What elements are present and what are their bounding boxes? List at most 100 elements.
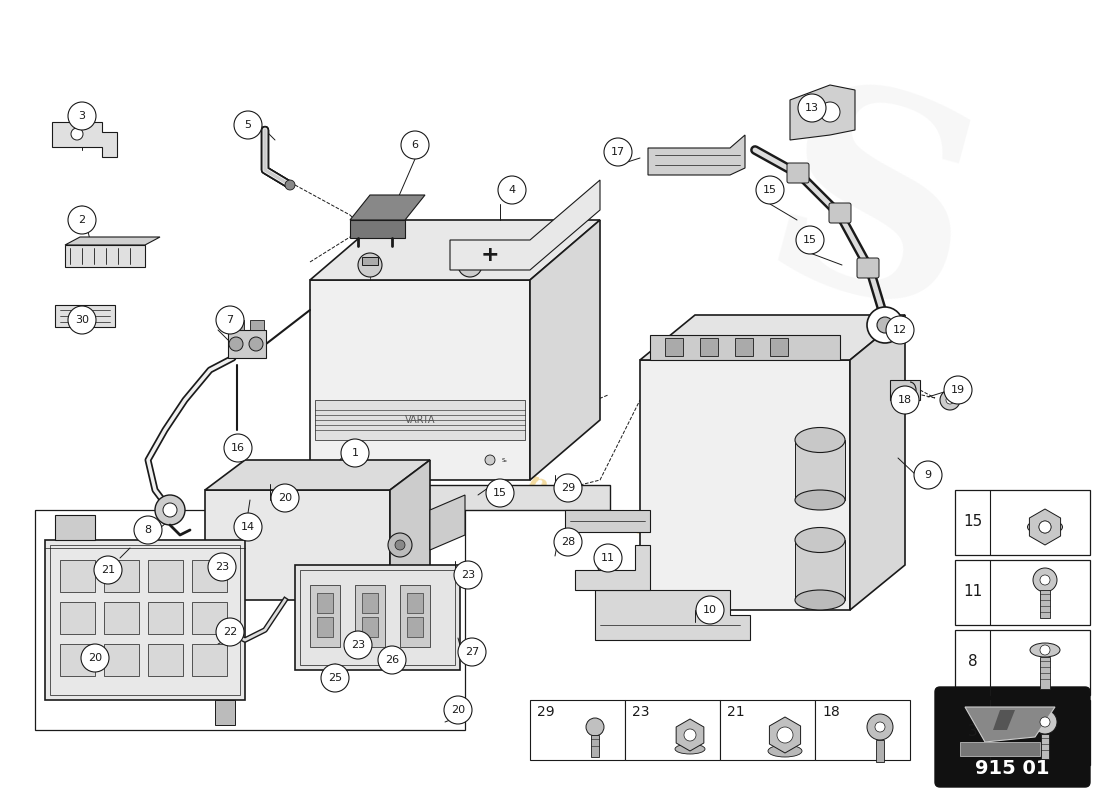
Polygon shape xyxy=(790,85,855,140)
Circle shape xyxy=(604,138,632,166)
Text: 7: 7 xyxy=(227,315,233,325)
Bar xyxy=(104,602,139,634)
Circle shape xyxy=(249,337,263,351)
Bar xyxy=(400,585,430,647)
Bar xyxy=(192,644,227,676)
Text: 18: 18 xyxy=(898,395,912,405)
Circle shape xyxy=(94,556,122,584)
Bar xyxy=(315,400,525,440)
Polygon shape xyxy=(640,315,905,360)
Text: 3: 3 xyxy=(968,725,978,739)
Polygon shape xyxy=(595,590,750,640)
Ellipse shape xyxy=(675,744,705,754)
Bar xyxy=(720,700,815,760)
Bar xyxy=(362,257,378,265)
Text: 27: 27 xyxy=(465,647,480,657)
Ellipse shape xyxy=(1027,519,1063,534)
Polygon shape xyxy=(205,460,430,490)
Text: 18: 18 xyxy=(822,705,840,719)
Circle shape xyxy=(485,455,495,465)
Circle shape xyxy=(224,434,252,462)
Text: 20: 20 xyxy=(451,705,465,715)
Circle shape xyxy=(886,316,914,344)
Circle shape xyxy=(271,484,299,512)
Polygon shape xyxy=(65,237,160,245)
Circle shape xyxy=(378,646,406,674)
Circle shape xyxy=(72,128,82,140)
Text: 30: 30 xyxy=(75,315,89,325)
Circle shape xyxy=(696,596,724,624)
Bar xyxy=(770,338,788,356)
Bar xyxy=(565,510,650,532)
Circle shape xyxy=(395,540,405,550)
Circle shape xyxy=(454,561,482,589)
Text: 5: 5 xyxy=(244,120,252,130)
Text: 2: 2 xyxy=(78,215,86,225)
Text: 22: 22 xyxy=(223,627,238,637)
Text: 23: 23 xyxy=(461,570,475,580)
Circle shape xyxy=(344,631,372,659)
FancyBboxPatch shape xyxy=(786,163,808,183)
Circle shape xyxy=(874,722,886,732)
Text: 15: 15 xyxy=(964,514,982,530)
Polygon shape xyxy=(795,440,845,500)
Circle shape xyxy=(388,533,412,557)
Bar xyxy=(148,602,183,634)
Circle shape xyxy=(321,664,349,692)
Polygon shape xyxy=(390,460,430,600)
Bar xyxy=(955,560,1090,625)
Polygon shape xyxy=(228,330,266,358)
Circle shape xyxy=(554,474,582,502)
Polygon shape xyxy=(640,360,850,610)
Circle shape xyxy=(134,516,162,544)
Text: S: S xyxy=(738,64,1002,376)
Polygon shape xyxy=(430,495,465,550)
Text: 25: 25 xyxy=(328,673,342,683)
Polygon shape xyxy=(676,719,704,751)
Bar xyxy=(462,257,478,265)
Bar xyxy=(148,644,183,676)
Text: 19: 19 xyxy=(950,385,965,395)
Bar xyxy=(407,593,424,613)
Polygon shape xyxy=(650,335,840,360)
FancyBboxPatch shape xyxy=(935,687,1090,787)
Circle shape xyxy=(867,714,893,740)
Text: 21: 21 xyxy=(101,565,116,575)
Circle shape xyxy=(1033,710,1057,734)
Circle shape xyxy=(341,439,368,467)
Circle shape xyxy=(498,176,526,204)
Polygon shape xyxy=(310,280,530,480)
Circle shape xyxy=(944,376,972,404)
Circle shape xyxy=(458,253,482,277)
Circle shape xyxy=(68,206,96,234)
Circle shape xyxy=(594,544,621,572)
Circle shape xyxy=(756,176,784,204)
Polygon shape xyxy=(52,122,117,157)
Ellipse shape xyxy=(795,490,845,510)
Text: 8: 8 xyxy=(968,654,978,670)
Text: 23: 23 xyxy=(351,640,365,650)
Bar xyxy=(35,510,465,730)
Ellipse shape xyxy=(795,427,845,453)
Circle shape xyxy=(229,337,243,351)
Text: 11: 11 xyxy=(601,553,615,563)
Polygon shape xyxy=(350,220,405,238)
Bar xyxy=(60,560,95,592)
Bar xyxy=(230,320,244,330)
Text: VARTA: VARTA xyxy=(405,415,436,425)
Polygon shape xyxy=(648,135,745,175)
Circle shape xyxy=(345,455,355,465)
Bar xyxy=(700,338,718,356)
Circle shape xyxy=(796,226,824,254)
Circle shape xyxy=(798,94,826,122)
Text: 3: 3 xyxy=(78,111,86,121)
Circle shape xyxy=(684,729,696,741)
Bar xyxy=(55,305,116,327)
Circle shape xyxy=(867,307,903,343)
Circle shape xyxy=(163,503,177,517)
Text: 17: 17 xyxy=(610,147,625,157)
Circle shape xyxy=(914,461,942,489)
Polygon shape xyxy=(205,490,390,600)
Bar xyxy=(955,630,1090,695)
FancyBboxPatch shape xyxy=(829,203,851,223)
